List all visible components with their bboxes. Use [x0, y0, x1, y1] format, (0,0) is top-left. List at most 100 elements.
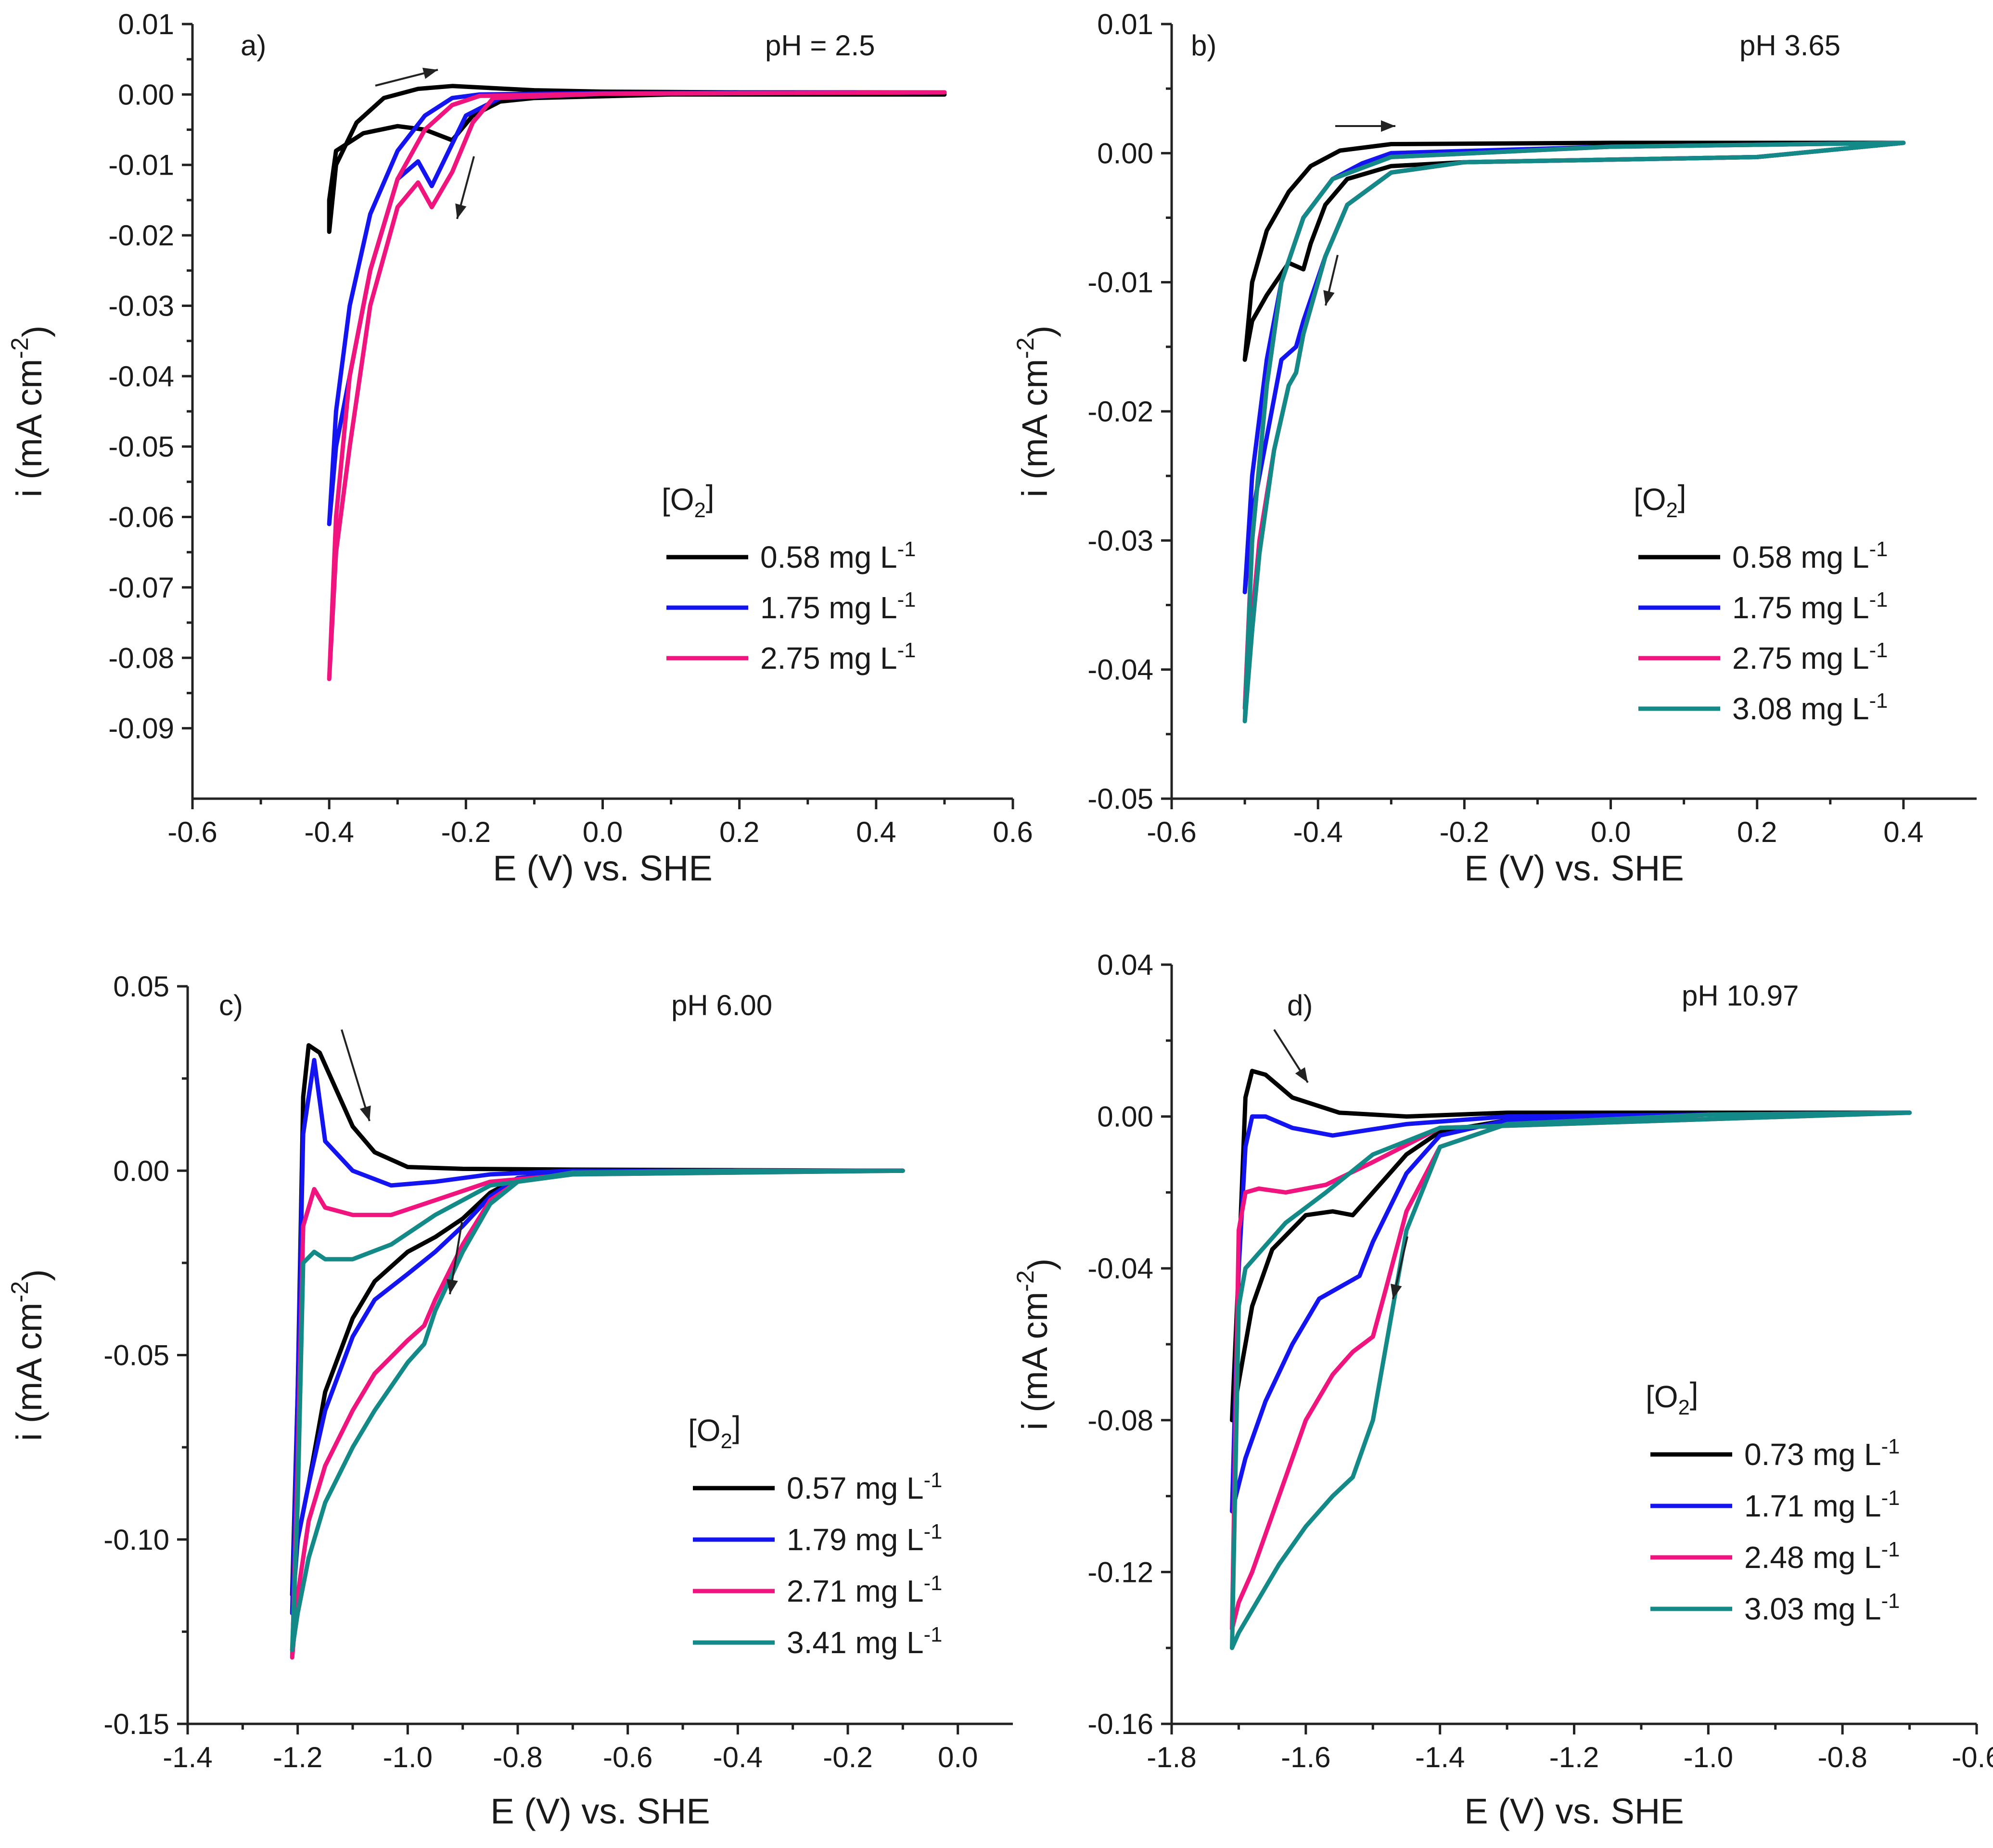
x-tick-label: -0.4 — [713, 1741, 763, 1773]
x-tick-label: -0.6 — [1147, 816, 1196, 848]
x-tick-label: 0.0 — [583, 816, 623, 848]
y-axis-title: i (mA cm-2) — [6, 325, 55, 497]
y-tick-label: -0.09 — [108, 713, 174, 745]
x-tick-label: -0.6 — [1952, 1741, 1993, 1773]
x-axis-title: E (V) vs. SHE — [1464, 848, 1684, 888]
x-axis-title: E (V) vs. SHE — [493, 848, 712, 888]
y-tick-label: 0.01 — [1097, 8, 1153, 40]
x-tick-label: 0.0 — [938, 1741, 978, 1773]
y-tick-label: -0.03 — [1087, 524, 1153, 557]
x-tick-label: -1.0 — [383, 1741, 433, 1773]
sweep-arrow-2-head — [1391, 1284, 1402, 1299]
y-tick-label: -0.12 — [1087, 1556, 1153, 1588]
x-tick-label: -1.2 — [1549, 1741, 1599, 1773]
y-tick-label: -0.04 — [108, 360, 174, 393]
sweep-arrow-1-head — [1295, 1067, 1308, 1083]
sweep-arrow-2-head — [455, 203, 467, 219]
legend-entry-3: 2.48 mg L-1 — [1744, 1538, 1900, 1575]
chart-panel-a: -0.6 -0.4 -0.2 0.0 0.2 0.4 0.6 0.01 0.00 -0.01 -0.… — [6, 8, 1033, 888]
y-axis-title: i (mA cm-2) — [6, 1269, 55, 1441]
panel-label: b) — [1191, 29, 1216, 62]
y-tick-label: 0.01 — [118, 8, 174, 40]
x-tick-label: 0.0 — [1591, 816, 1631, 848]
legend: [O2] 0.73 mg L-1 1.71 mg L-1 2.48 mg L-1 3.0… — [1646, 1376, 1900, 1626]
chart-panel-d: -1.8 -1.6 -1.4 -1.2 -1.0 -0.8 -0.6 0.04 0.00 -0.0… — [1011, 949, 1993, 1831]
x-tick-label: -0.8 — [493, 1741, 542, 1773]
y-tick-label: -0.01 — [108, 149, 174, 181]
y-tick-label: 0.00 — [113, 1155, 169, 1187]
series-line-4 — [290, 1168, 905, 1653]
x-tick-label: -0.6 — [603, 1741, 652, 1773]
series-line-2 — [327, 90, 947, 526]
chart-panel-b: -0.6 -0.4 -0.2 0.0 0.2 0.4 0.01 0.00 -0.01 -0.02 -… — [1011, 8, 1977, 888]
sweep-arrow-1-head — [422, 67, 438, 79]
legend: [O2] 0.57 mg L-1 1.79 mg L-1 2.71 mg L-1 3.4… — [688, 1410, 942, 1660]
y-tick-label: -0.15 — [103, 1708, 169, 1740]
legend-title: [O2] — [1634, 479, 1686, 522]
y-tick-label: 0.00 — [1097, 137, 1153, 169]
y-axis-title: i (mA cm-2) — [1011, 325, 1061, 497]
legend-title: [O2] — [662, 479, 715, 522]
legend-entry-3: 2.75 mg L-1 — [760, 639, 916, 675]
sweep-arrow-2-head — [1323, 290, 1335, 306]
legend: [O2] 0.58 mg L-1 1.75 mg L-1 2.75 mg L-1 3.0… — [1634, 479, 1888, 726]
x-axis-title: E (V) vs. SHE — [490, 1791, 710, 1831]
y-tick-label: -0.02 — [1087, 395, 1153, 428]
series-line-1 — [1230, 1069, 1912, 1423]
sweep-arrow-1-head — [359, 1105, 371, 1121]
x-tick-label: -0.2 — [823, 1741, 872, 1773]
y-axis-title: i (mA cm-2) — [1011, 1258, 1061, 1430]
ph-annotation: pH 3.65 — [1739, 29, 1840, 62]
x-tick-label: -0.8 — [1817, 1741, 1867, 1773]
legend-entry-2: 1.71 mg L-1 — [1744, 1487, 1900, 1523]
series-group — [1242, 140, 1906, 724]
y-tick-label: -0.02 — [108, 219, 174, 252]
panel-label: c) — [219, 989, 243, 1021]
series-line-1 — [1242, 140, 1906, 362]
chart-panel-c: -1.4 -1.2 -1.0 -0.8 -0.6 -0.4 -0.2 0.0 0.05 0.00 -… — [6, 970, 1013, 1831]
series-line-1 — [290, 1043, 905, 1597]
legend-entry-1: 0.57 mg L-1 — [787, 1469, 942, 1505]
legend-entry-4: 3.41 mg L-1 — [787, 1623, 942, 1660]
legend-entry-1: 0.73 mg L-1 — [1744, 1435, 1900, 1472]
y-tick-label: -0.06 — [108, 501, 174, 534]
series-line-3 — [327, 90, 947, 681]
legend-entry-1: 0.58 mg L-1 — [760, 538, 916, 574]
y-tick-label: -0.01 — [1087, 267, 1153, 299]
sweep-arrow-1-shaft — [341, 1029, 370, 1122]
x-tick-label: 0.2 — [719, 816, 759, 848]
series-line-1 — [327, 84, 947, 234]
x-tick-label: -1.6 — [1281, 1741, 1330, 1773]
legend-title: [O2] — [688, 1410, 741, 1453]
series-line-3 — [290, 1168, 905, 1660]
y-tick-label: 0.00 — [1097, 1101, 1153, 1133]
y-tick-label: -0.10 — [103, 1524, 169, 1556]
series-line-3 — [1230, 1110, 1912, 1631]
x-tick-label: -1.4 — [1415, 1741, 1465, 1773]
legend-entry-3: 2.75 mg L-1 — [1732, 639, 1888, 675]
legend-title: [O2] — [1646, 1376, 1699, 1419]
x-axis-title: E (V) vs. SHE — [1464, 1791, 1684, 1831]
y-tick-label: 0.04 — [1097, 949, 1153, 981]
sweep-arrow-2-head — [447, 1279, 458, 1294]
ph-annotation: pH = 2.5 — [765, 29, 875, 62]
series-line-4 — [1242, 140, 1906, 724]
y-tick-label: -0.08 — [108, 642, 174, 674]
x-tick-label: -0.6 — [167, 816, 217, 848]
x-tick-label: -1.4 — [163, 1741, 212, 1773]
panel-label: a) — [241, 29, 266, 62]
x-tick-label: -1.8 — [1147, 1741, 1196, 1773]
y-tick-label: -0.16 — [1087, 1708, 1153, 1740]
y-tick-label: -0.07 — [108, 572, 174, 604]
legend-entry-2: 1.75 mg L-1 — [1732, 588, 1888, 625]
y-tick-label: -0.08 — [1087, 1404, 1153, 1437]
series-group — [290, 1043, 905, 1660]
y-tick-label: -0.04 — [1087, 1252, 1153, 1285]
legend: [O2] 0.58 mg L-1 1.75 mg L-1 2.75 mg L-1 — [662, 479, 916, 675]
y-tick-label: -0.05 — [103, 1339, 169, 1372]
legend-entry-1: 0.58 mg L-1 — [1732, 538, 1888, 574]
x-tick-label: 0.4 — [856, 816, 896, 848]
series-group — [1230, 1069, 1912, 1650]
legend-entry-3: 2.71 mg L-1 — [787, 1572, 942, 1608]
